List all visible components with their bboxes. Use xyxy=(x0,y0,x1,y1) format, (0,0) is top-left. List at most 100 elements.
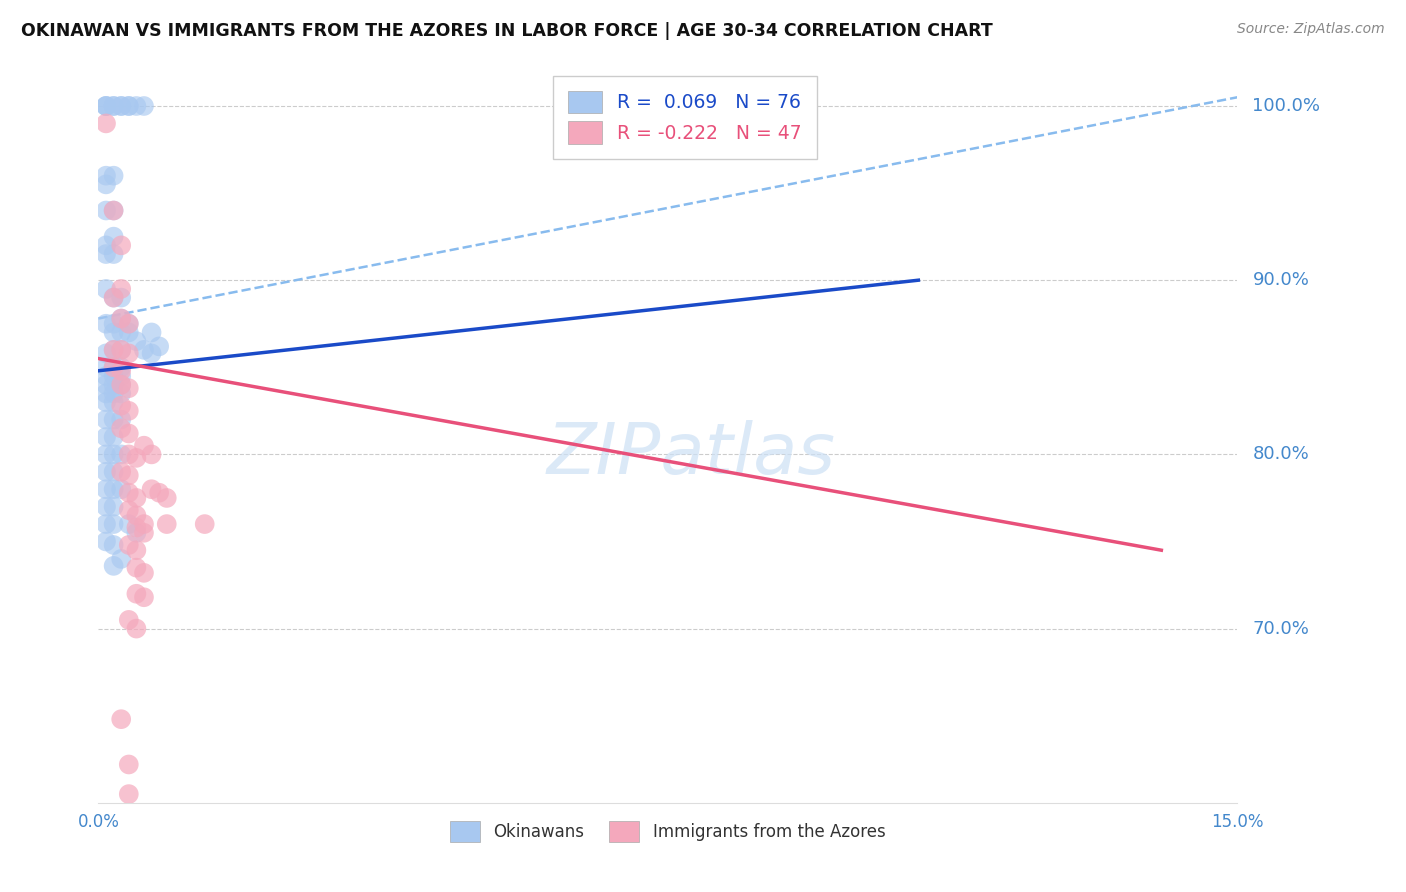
Point xyxy=(141,326,163,340)
Point xyxy=(118,326,141,340)
Point xyxy=(103,360,125,375)
Point xyxy=(94,99,117,113)
Point xyxy=(110,712,132,726)
Point xyxy=(103,465,125,479)
Point xyxy=(118,538,141,552)
Text: 70.0%: 70.0% xyxy=(1253,620,1309,638)
Point xyxy=(110,360,132,375)
Point xyxy=(125,543,148,558)
Text: OKINAWAN VS IMMIGRANTS FROM THE AZORES IN LABOR FORCE | AGE 30-34 CORRELATION CH: OKINAWAN VS IMMIGRANTS FROM THE AZORES I… xyxy=(21,22,993,40)
Point xyxy=(110,482,132,496)
Point xyxy=(94,517,117,532)
Point xyxy=(94,465,117,479)
Point xyxy=(118,317,141,331)
Point xyxy=(94,203,117,218)
Text: ZIPatlas: ZIPatlas xyxy=(546,420,835,490)
Point xyxy=(156,517,179,532)
Point xyxy=(194,517,217,532)
Point xyxy=(132,566,155,580)
Point xyxy=(148,339,170,353)
Point xyxy=(118,517,141,532)
Point xyxy=(94,412,117,426)
Point xyxy=(132,591,155,605)
Point xyxy=(94,99,117,113)
Point xyxy=(110,99,132,113)
Point xyxy=(110,377,132,392)
Point xyxy=(103,558,125,573)
Point xyxy=(132,517,155,532)
Point xyxy=(103,386,125,401)
Point xyxy=(94,369,117,384)
Point xyxy=(118,757,141,772)
Point xyxy=(103,229,125,244)
Point xyxy=(110,326,132,340)
Point xyxy=(94,386,117,401)
Point xyxy=(103,369,125,384)
Point xyxy=(125,520,148,534)
Point xyxy=(94,534,117,549)
Point xyxy=(125,525,148,540)
Point xyxy=(103,430,125,444)
Point xyxy=(103,203,125,218)
Point xyxy=(110,291,132,305)
Point xyxy=(94,169,117,183)
Legend: Okinawans, Immigrants from the Azores: Okinawans, Immigrants from the Azores xyxy=(441,813,894,850)
Point xyxy=(103,412,125,426)
Point xyxy=(103,99,125,113)
Point xyxy=(118,99,141,113)
Point xyxy=(118,426,141,441)
Point xyxy=(118,404,141,418)
Point xyxy=(141,447,163,461)
Point xyxy=(132,343,155,357)
Point xyxy=(94,247,117,261)
Point xyxy=(103,343,125,357)
Point xyxy=(125,450,148,465)
Point xyxy=(103,395,125,409)
Point xyxy=(110,377,132,392)
Point xyxy=(94,430,117,444)
Text: Source: ZipAtlas.com: Source: ZipAtlas.com xyxy=(1237,22,1385,37)
Point xyxy=(110,447,132,461)
Point xyxy=(94,116,117,130)
Point xyxy=(125,491,148,505)
Point xyxy=(110,421,132,435)
Text: 90.0%: 90.0% xyxy=(1253,271,1309,289)
Point xyxy=(118,485,141,500)
Point xyxy=(118,447,141,461)
Point xyxy=(94,346,117,360)
Point xyxy=(94,482,117,496)
Point xyxy=(103,377,125,392)
Point xyxy=(103,343,125,357)
Point xyxy=(94,360,117,375)
Point xyxy=(118,503,141,517)
Point xyxy=(148,485,170,500)
Point xyxy=(110,311,132,326)
Point xyxy=(103,169,125,183)
Point xyxy=(118,99,141,113)
Text: 100.0%: 100.0% xyxy=(1253,97,1320,115)
Point xyxy=(118,468,141,483)
Point xyxy=(103,360,125,375)
Point xyxy=(132,525,155,540)
Point xyxy=(103,447,125,461)
Point xyxy=(125,560,148,574)
Point xyxy=(141,346,163,360)
Point xyxy=(110,238,132,252)
Point xyxy=(103,247,125,261)
Point xyxy=(110,311,132,326)
Point xyxy=(94,282,117,296)
Point xyxy=(132,439,155,453)
Text: 80.0%: 80.0% xyxy=(1253,445,1309,464)
Point xyxy=(94,395,117,409)
Point xyxy=(125,587,148,601)
Point xyxy=(132,99,155,113)
Point xyxy=(94,238,117,252)
Point xyxy=(110,99,132,113)
Point xyxy=(103,291,125,305)
Point xyxy=(110,343,132,357)
Point xyxy=(110,399,132,413)
Point xyxy=(141,482,163,496)
Point xyxy=(118,613,141,627)
Point xyxy=(125,508,148,523)
Point xyxy=(94,99,117,113)
